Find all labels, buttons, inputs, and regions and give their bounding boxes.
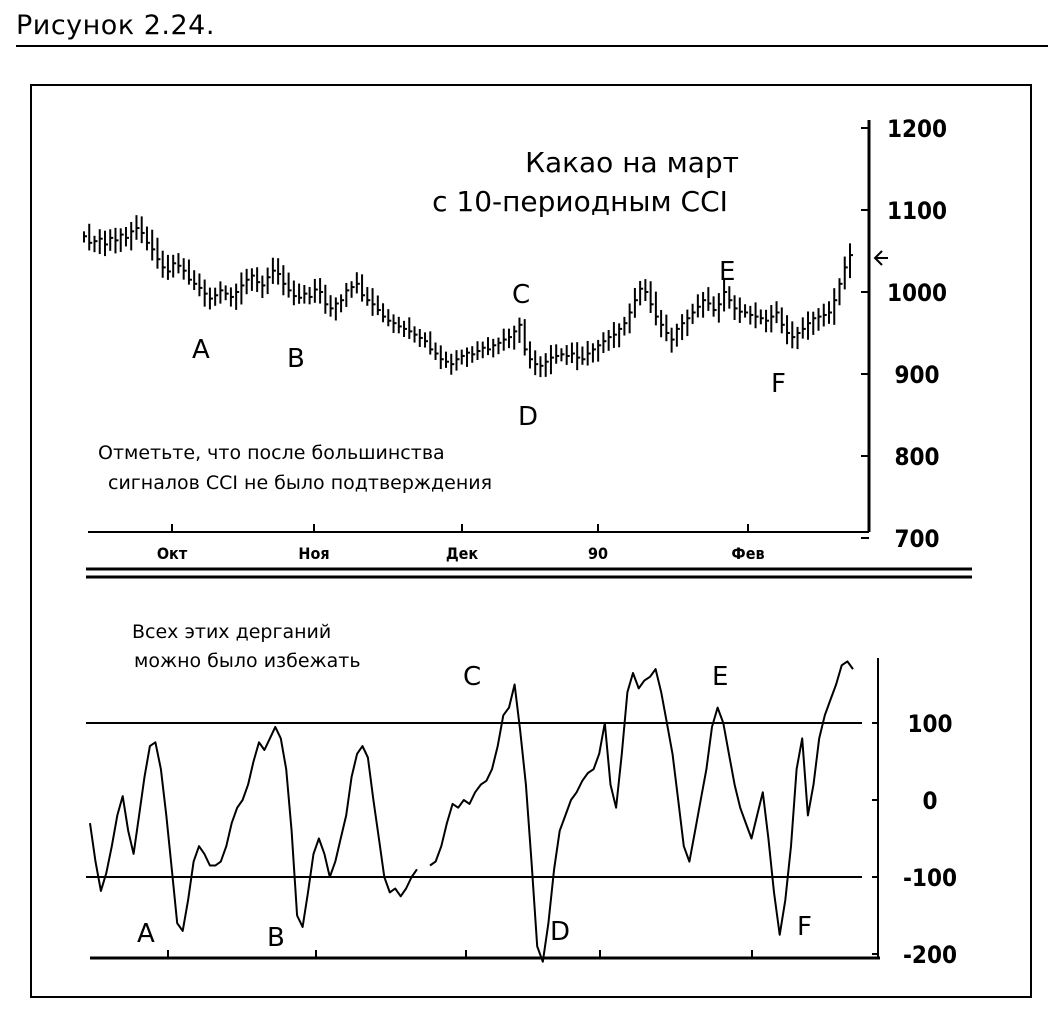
cci-ytick-label: -100 xyxy=(903,864,957,892)
figure-frame xyxy=(30,84,1032,998)
cci-line-segment xyxy=(89,725,418,932)
price-xtick-label: 90 xyxy=(588,544,608,563)
cci-label-d: D xyxy=(550,917,570,947)
price-annotation-line2: сигналов CCI не было подтверждения xyxy=(108,472,492,494)
price-label-d: D xyxy=(518,402,538,432)
cci-annotation-line1: Всех этих дерганий xyxy=(132,621,331,643)
price-ytick-label: 700 xyxy=(894,525,939,553)
cci-ytick-label: 0 xyxy=(922,787,937,815)
price-ytick-label: 800 xyxy=(894,443,939,471)
price-xtick-label: Фев xyxy=(731,544,764,563)
cci-label-e: E xyxy=(712,662,728,692)
price-label-e: E xyxy=(719,257,735,287)
cci-label-a: A xyxy=(137,919,155,949)
chart-title-line1: Какао на март xyxy=(525,146,739,179)
price-ytick-label: 1000 xyxy=(887,279,947,307)
price-ytick-label: 1100 xyxy=(887,197,947,225)
price-ytick-label: 900 xyxy=(894,361,939,389)
price-label-a: A xyxy=(192,335,210,365)
price-label-f: F xyxy=(771,369,786,399)
price-label-b: B xyxy=(287,344,305,374)
price-xtick-label: Дек xyxy=(446,544,479,563)
chart-title-line2: с 10-периодным CCI xyxy=(432,185,728,218)
cci-label-f: F xyxy=(797,912,812,942)
cci-line-segment xyxy=(429,660,854,963)
price-xtick-label: Ноя xyxy=(298,544,329,563)
figure-caption: Рисунок 2.24. xyxy=(16,10,215,41)
current-price-arrow xyxy=(873,250,888,266)
price-xtick-label: Окт xyxy=(157,544,188,563)
cci-panel: 100 0 -100 -200 Всех этих дерганий можно бы… xyxy=(86,621,957,969)
cci-annotation-line2: можно было избежать xyxy=(134,650,361,672)
cci-ytick-label: -200 xyxy=(903,941,957,969)
cci-label-c: C xyxy=(463,662,481,692)
price-label-c: C xyxy=(512,280,530,310)
price-ytick-label: 1200 xyxy=(887,115,947,143)
caption-rule xyxy=(16,45,1048,47)
price-panel: 1200 1100 1000 900 800 700 Окт Ноя Дек 90 Фев Как… xyxy=(83,115,947,563)
price-annotation-line1: Отметьте, что после большинства xyxy=(98,442,445,464)
cci-ytick-label: 100 xyxy=(907,710,952,738)
cci-label-b: B xyxy=(267,923,285,953)
